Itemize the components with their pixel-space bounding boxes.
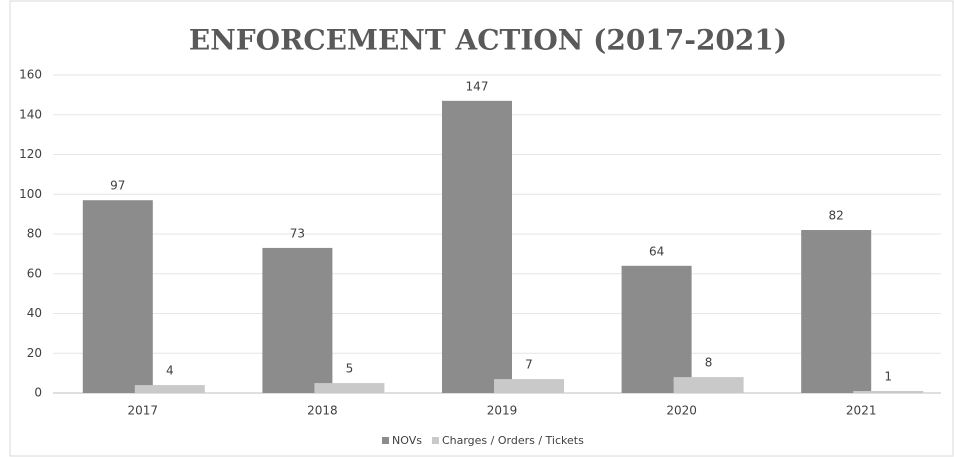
data-label: 82 <box>829 209 844 223</box>
bar <box>134 385 205 393</box>
x-tick-label: 2019 <box>487 404 518 418</box>
chart-title: ENFORCEMENT ACTION (2017-2021) <box>189 24 787 57</box>
x-tick-label: 2020 <box>666 404 697 418</box>
bar <box>314 383 385 393</box>
bar <box>442 100 512 394</box>
legend-swatch <box>431 437 439 444</box>
data-label: 1 <box>884 370 892 384</box>
data-label: 64 <box>649 244 664 258</box>
data-label: 147 <box>466 79 489 93</box>
y-tick-label: 160 <box>19 68 42 82</box>
bar <box>673 377 744 393</box>
y-tick-label: 80 <box>27 227 42 241</box>
legend-label: NOVs <box>392 434 422 447</box>
legend-label: Charges / Orders / Tickets <box>442 434 584 447</box>
data-label: 8 <box>705 356 713 370</box>
data-label: 73 <box>290 226 305 240</box>
y-tick-label: 40 <box>27 306 42 320</box>
bar <box>801 230 872 393</box>
y-tick-label: 20 <box>27 346 42 360</box>
data-label: 7 <box>525 358 533 372</box>
y-tick-label: 100 <box>19 187 42 201</box>
y-tick-label: 60 <box>27 266 42 280</box>
x-tick-label: 2021 <box>846 404 877 418</box>
y-tick-label: 140 <box>19 107 42 121</box>
bar <box>82 200 153 393</box>
x-tick-label: 2017 <box>128 404 159 418</box>
data-label: 5 <box>346 362 354 376</box>
y-tick-label: 0 <box>34 386 42 400</box>
data-label: 97 <box>110 179 125 193</box>
legend-swatch <box>382 437 389 444</box>
bar <box>853 391 924 393</box>
bar <box>494 379 564 393</box>
bar <box>262 247 333 393</box>
bar <box>621 265 692 393</box>
x-tick-label: 2018 <box>307 404 338 418</box>
y-tick-label: 120 <box>19 147 42 161</box>
data-label: 4 <box>166 364 174 378</box>
